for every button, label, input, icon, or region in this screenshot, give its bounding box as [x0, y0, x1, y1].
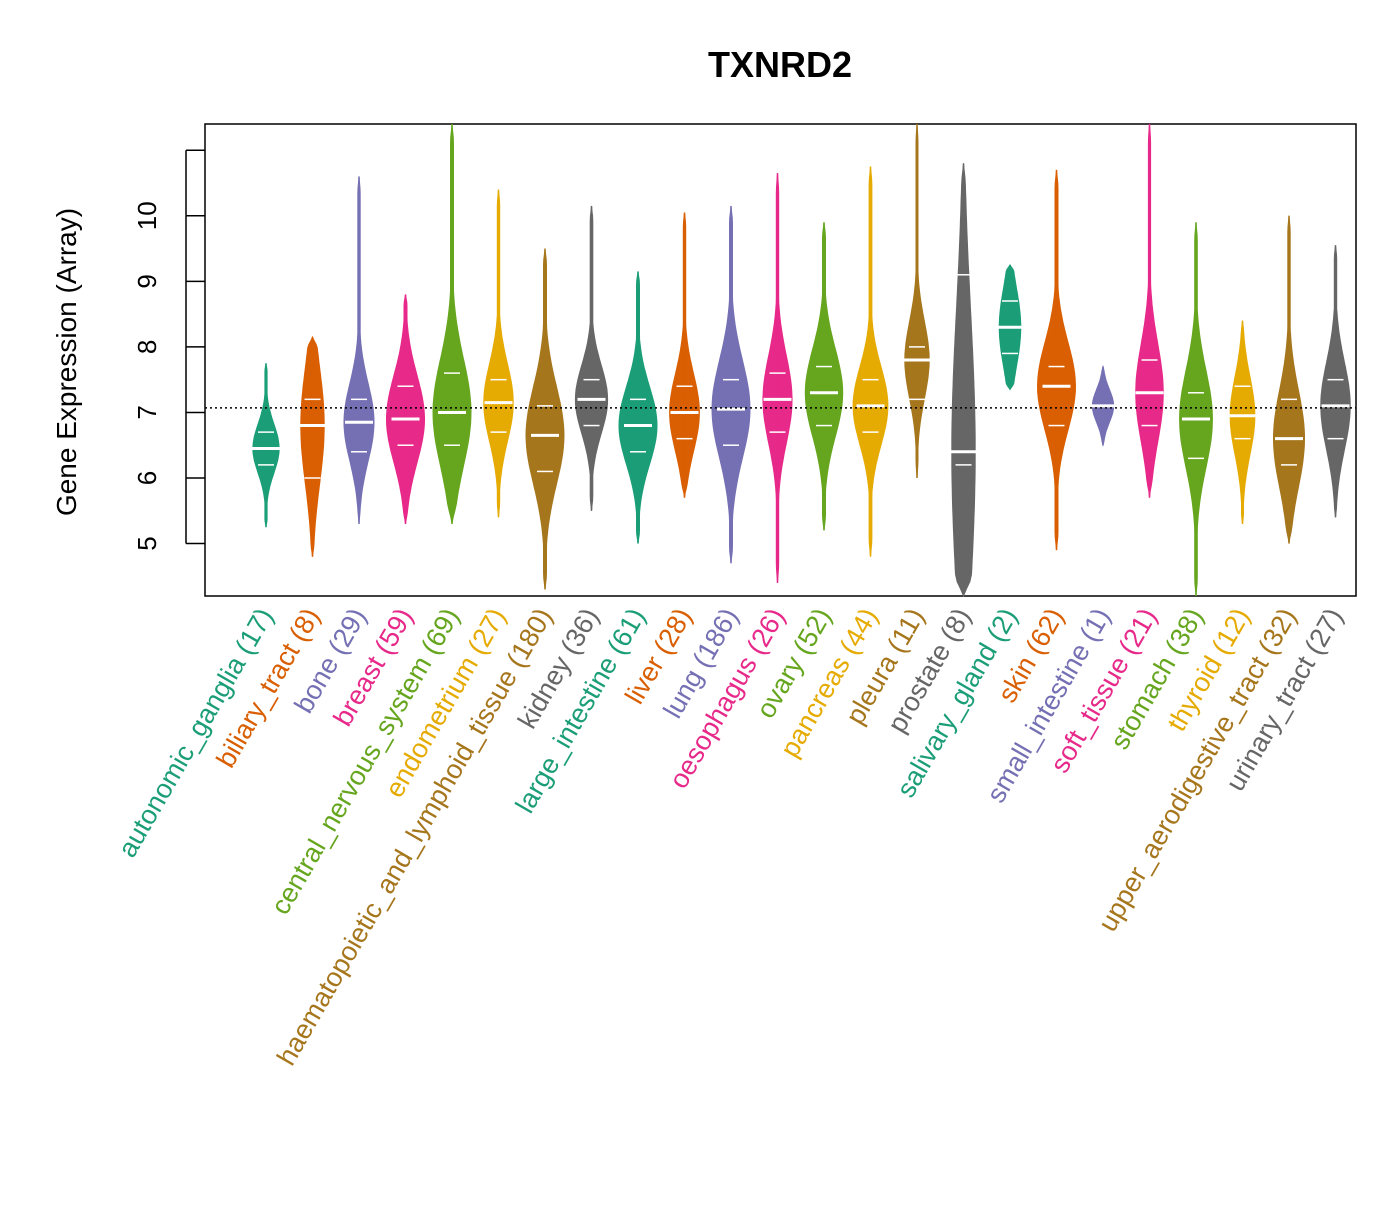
y-tick-label: 6: [132, 471, 162, 485]
violin-lung: [711, 205, 751, 564]
violin-prostate: [949, 163, 978, 598]
violin-salivary_gland: [996, 263, 1024, 391]
violin-liver: [669, 212, 700, 498]
violin-thyroid: [1228, 320, 1257, 524]
violin-bone: [343, 176, 375, 524]
violin-central_nervous_system: [432, 123, 472, 524]
violin-stomach: [1179, 222, 1213, 597]
violin-urinary_tract: [1320, 245, 1351, 518]
violin-pancreas: [852, 166, 889, 557]
violin-biliary_tract: [298, 335, 327, 557]
plot-frame: [204, 123, 1357, 597]
y-axis: 5 6 7 8 9 10: [132, 149, 205, 551]
y-tick-label: 9: [132, 274, 162, 288]
violin-ovary: [804, 222, 844, 531]
y-tick-label: 10: [132, 201, 162, 230]
x-axis-labels: autonomic_ganglia (17)biliary_tract (8)b…: [112, 603, 1349, 1070]
violin-pleura: [903, 123, 931, 479]
y-tick-label: 5: [132, 536, 162, 550]
violin-skin: [1036, 169, 1077, 551]
violins-group: [252, 123, 1351, 598]
violin-soft_tissue: [1135, 123, 1164, 498]
violin-oesophagus: [762, 173, 793, 583]
violin-kidney: [574, 205, 609, 511]
y-axis-label: Gene Expression (Array): [51, 208, 82, 516]
chart-title: TXNRD2: [708, 44, 852, 85]
violin-endometrium: [483, 189, 514, 518]
violin-haematopoietic_and_lymphoid_tissue: [525, 248, 565, 590]
violin-small_intestine: [1089, 364, 1117, 447]
violin-upper_aerodigestive_tract: [1273, 215, 1305, 544]
violin-breast: [386, 294, 425, 524]
y-tick-label: 7: [132, 405, 162, 419]
violin-autonomic_ganglia: [252, 363, 280, 528]
y-tick-label: 8: [132, 340, 162, 354]
violin-large_intestine: [618, 271, 658, 544]
